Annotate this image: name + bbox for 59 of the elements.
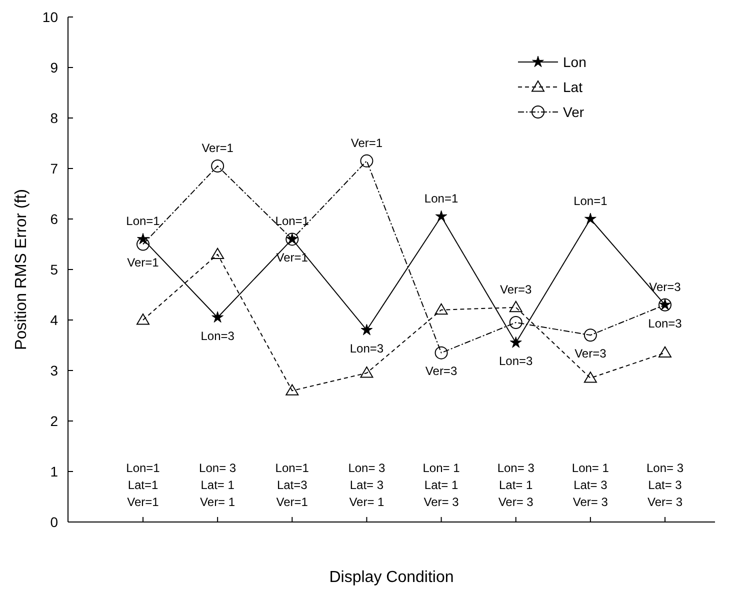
x-tick-label: Lon=1 Lat=3 Ver=1 (275, 461, 310, 509)
annotation: Lon=3 (200, 328, 235, 343)
point (211, 248, 224, 260)
annotation: Ver=1 (276, 250, 308, 265)
x-axis-title: Display Condition (329, 569, 454, 586)
y-tick-label: 6 (50, 210, 58, 227)
annotation: Ver=1 (350, 136, 383, 150)
point (434, 346, 448, 360)
annotation: Lon=1 (275, 214, 310, 228)
point (360, 154, 374, 168)
x-tick-label: Lon= 3 Lat= 1 Ver= 3 (497, 461, 535, 509)
point (360, 324, 373, 336)
point (584, 328, 597, 342)
legend-label: Lat (563, 78, 583, 95)
y-tick-label: 7 (50, 160, 58, 176)
annotation: Lon=3 (350, 342, 384, 356)
annotation: Lon=1 (574, 194, 608, 208)
point (584, 372, 597, 383)
annotation: Lon=1 (126, 214, 160, 228)
y-tick-label: 10 (42, 8, 58, 25)
point (435, 210, 448, 222)
x-tick-label: Lon= 3 Lat= 1 Ver= 1 (199, 461, 236, 509)
y-tick-label: 0 (50, 514, 58, 530)
y-tick-label: 8 (50, 110, 58, 126)
point (658, 346, 672, 358)
point (136, 314, 150, 325)
x-tick-label: Lon= 3 Lat= 3 Ver= 1 (348, 461, 386, 509)
x-tick-label: Lon=1 Lat=1 Ver=1 (126, 461, 160, 509)
y-tick-label: 2 (50, 412, 58, 429)
legend-label: Ver (563, 104, 584, 120)
point (286, 384, 299, 396)
x-tick-label: Lon= 1 Lat= 3 Ver= 3 (572, 461, 610, 509)
y-tick-label: 4 (50, 312, 58, 328)
annotation: Ver=3 (574, 346, 607, 361)
y-tick-label: 9 (50, 59, 58, 76)
x-tick-label: Lon= 3 Lat= 3 Ver= 3 (646, 461, 684, 509)
point (136, 238, 150, 251)
point (584, 212, 596, 224)
annotation: Lon=1 (424, 191, 458, 206)
annotation: Ver=1 (202, 140, 234, 155)
annotation: Lon=3 (648, 316, 682, 330)
point (434, 303, 448, 315)
y-tick-label: 5 (50, 261, 58, 278)
annotation: Ver=3 (425, 364, 458, 378)
point (211, 159, 224, 172)
y-tick-label: 1 (50, 463, 58, 480)
y-tick-label: 3 (50, 362, 58, 378)
annotation: Ver=3 (649, 280, 682, 294)
point (509, 300, 522, 312)
point (360, 366, 374, 378)
point (510, 336, 522, 348)
point (509, 316, 522, 330)
annotation: Ver=1 (127, 256, 160, 270)
legend-label: Lon (563, 54, 586, 70)
x-tick-label: Lon= 1 Lat= 1 Ver= 3 (422, 461, 460, 509)
annotation: Lon=3 (499, 354, 534, 368)
y-axis-title: Position RMS Error (ft) (13, 189, 30, 350)
annotation: Ver=3 (500, 282, 532, 296)
point (212, 311, 224, 323)
